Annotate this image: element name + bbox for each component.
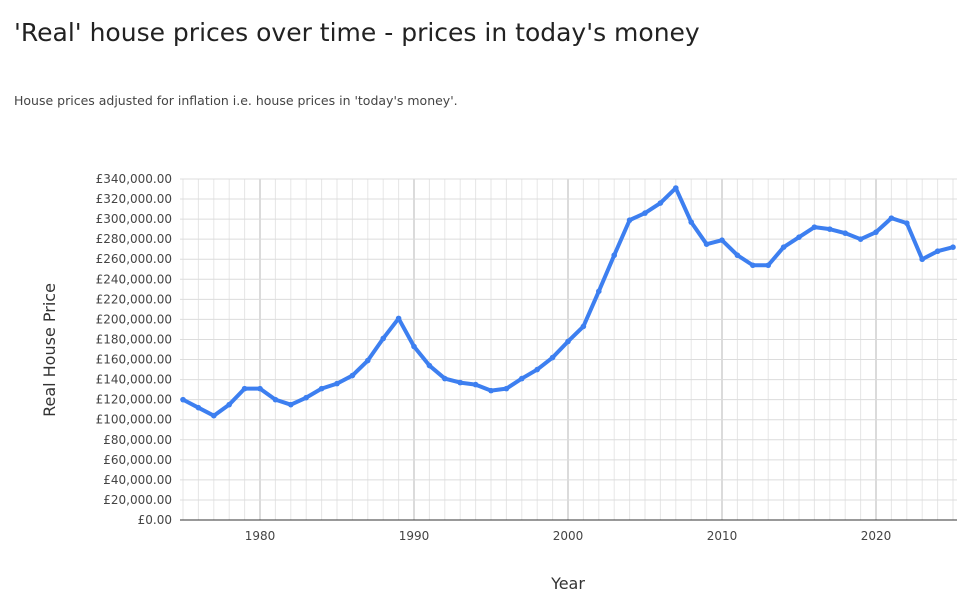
y-tick-label: £160,000.00 [96,353,172,367]
data-point [780,244,787,250]
y-tick-label: £220,000.00 [96,292,172,306]
data-point [488,387,494,394]
data-point [888,215,895,221]
data-point [288,401,294,408]
page-title: 'Real' house prices over time - prices i… [14,18,700,47]
data-point [750,262,756,269]
data-point [534,366,540,373]
data-point [180,396,186,403]
y-tick-label: £40,000.00 [103,473,172,487]
data-point [657,200,664,206]
x-tick-label: 1980 [245,529,276,543]
data-point [611,252,617,259]
data-point [950,244,956,250]
data-point [411,343,417,350]
data-point [719,237,725,243]
data-point [195,404,202,411]
data-point [857,236,864,242]
data-point [472,381,479,388]
data-point [349,372,356,379]
data-point [365,357,371,364]
y-tick-label: £320,000.00 [96,192,172,206]
data-point [765,262,771,269]
data-point [241,385,248,392]
x-tick-label: 1990 [399,529,430,543]
data-point [703,241,710,247]
data-point [734,252,741,259]
y-tick-label: £260,000.00 [96,252,172,266]
data-point [272,396,279,403]
x-axis-ticks: 1980 1990 2000 2010 2020 [245,529,892,543]
grid [180,178,957,521]
data-point [673,185,679,191]
data-point [457,379,464,386]
data-point [211,412,217,419]
y-tick-label: £80,000.00 [103,433,172,447]
data-point [226,401,232,408]
data-point [549,354,556,361]
data-point [395,315,402,322]
x-tick-label: 2020 [861,529,892,543]
data-point [688,219,694,225]
data-point [257,385,263,392]
y-tick-label: £100,000.00 [96,413,172,427]
y-tick-label: £200,000.00 [96,312,172,326]
data-point [565,338,571,345]
y-tick-label: £140,000.00 [96,373,172,387]
page-subtitle: House prices adjusted for inflation i.e.… [14,93,458,108]
data-point [580,323,587,330]
y-tick-label: £20,000.00 [103,493,172,507]
data-point [811,224,818,230]
data-point [796,234,802,240]
data-point [873,229,879,235]
y-tick-label: £300,000.00 [96,212,172,226]
data-point [380,335,387,342]
y-tick-label: £180,000.00 [96,332,172,346]
data-point [519,375,525,382]
x-tick-label: 2000 [553,529,584,543]
y-tick-label: £120,000.00 [96,393,172,407]
y-tick-label: £340,000.00 [96,172,172,186]
data-point [827,226,833,232]
y-tick-label: £240,000.00 [96,272,172,286]
data-point [919,256,925,263]
y-tick-label: £0.00 [138,513,172,527]
data-point [303,394,310,401]
y-tick-label: £60,000.00 [103,453,172,467]
y-tick-label: £280,000.00 [96,232,172,246]
x-tick-label: 2010 [707,529,738,543]
data-point [426,362,433,369]
data-point [503,385,510,392]
data-point [642,210,648,216]
data-point [934,248,941,255]
x-axis-label: Year [550,574,585,593]
data-point [334,380,340,387]
data-point [318,385,325,392]
y-axis-label: Real House Price [40,283,59,417]
data-point [442,375,448,382]
data-point [842,230,848,236]
data-point [596,288,602,295]
data-point [626,217,633,223]
series-real-house-price [180,185,956,419]
y-axis-ticks: £0.00 £20,000.00 £40,000.00 £60,000.00 £80,0… [96,172,172,527]
data-point [904,220,910,226]
